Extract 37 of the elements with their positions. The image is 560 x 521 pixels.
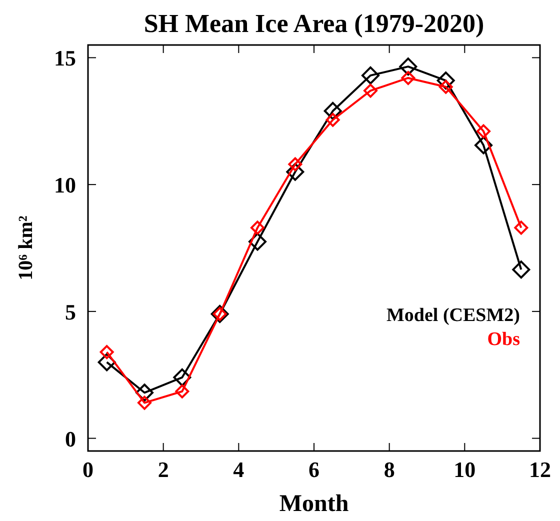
point [250, 220, 264, 235]
point [401, 70, 416, 85]
x-tick-label: 0 [82, 457, 94, 482]
legend-label: Model (CESM2) [386, 305, 520, 326]
x-tick-label: 12 [529, 457, 551, 482]
y-tick-label: 5 [65, 299, 76, 324]
x-tick-label: 4 [233, 457, 244, 482]
point [326, 112, 340, 127]
point [138, 396, 152, 410]
x-axis-title: Month [279, 491, 349, 517]
point [286, 162, 304, 181]
point [100, 345, 114, 360]
y-tick-label: 15 [54, 46, 76, 71]
point [136, 384, 154, 402]
point [514, 220, 528, 235]
point [512, 260, 530, 279]
y-tick-label: 10 [54, 172, 76, 198]
y-tick-label: 0 [65, 426, 76, 452]
x-tick-label: 6 [308, 457, 320, 482]
point [98, 353, 116, 372]
x-tick-label: 10 [454, 457, 476, 482]
point [362, 66, 380, 84]
point [399, 58, 418, 76]
point [288, 157, 302, 172]
point [364, 84, 378, 98]
point [173, 368, 192, 386]
y-axis-title: 10⁶ km² [15, 216, 37, 280]
x-tick-label: 8 [384, 457, 395, 482]
point [324, 102, 342, 120]
point [175, 384, 190, 398]
point [474, 136, 492, 154]
x-tick-label: 2 [158, 457, 169, 482]
point [248, 232, 266, 251]
point [476, 124, 490, 138]
point [436, 72, 455, 90]
text: Obs [487, 329, 520, 350]
chart-title: SH Mean Ice Area (1979-2020) [144, 9, 484, 38]
